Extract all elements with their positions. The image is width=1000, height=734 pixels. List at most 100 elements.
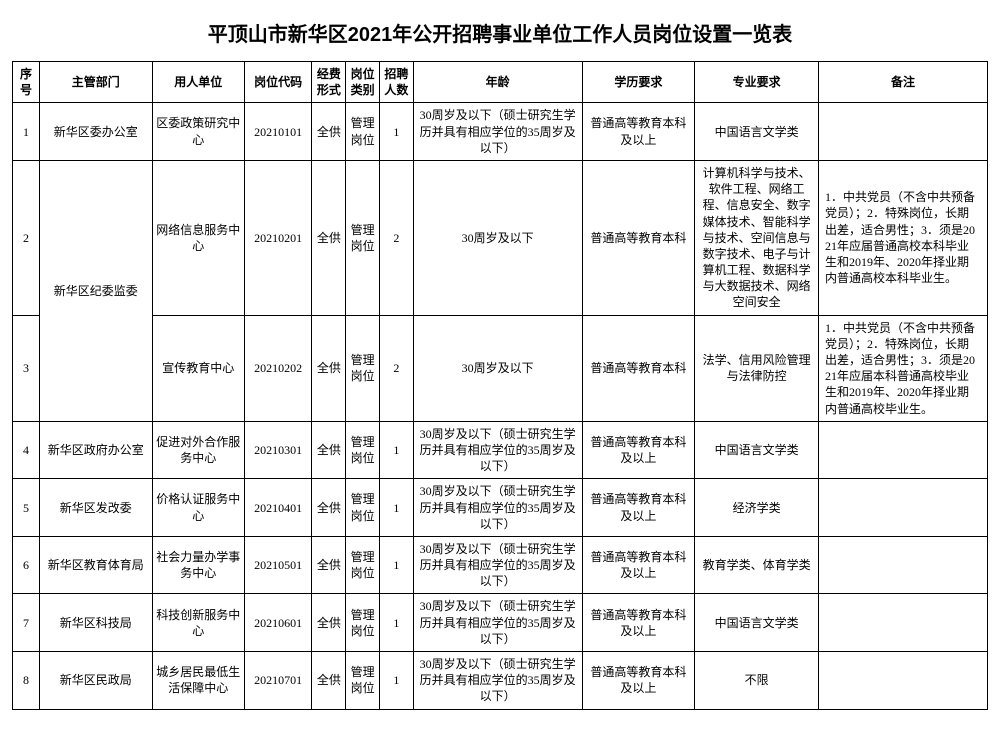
cell-age: 30周岁及以下（硕士研究生学历并具有相应学位的35周岁及以下） [413,594,582,652]
cell-edu: 普通高等教育本科及以上 [582,536,695,594]
table-row: 7新华区科技局科技创新服务中心20210601全供管理岗位130周岁及以下（硕士… [13,594,988,652]
table-row: 4新华区政府办公室促进对外合作服务中心20210301全供管理岗位130周岁及以… [13,421,988,479]
cell-major: 中国语言文学类 [695,421,819,479]
cell-age: 30周岁及以下（硕士研究生学历并具有相应学位的35周岁及以下） [413,103,582,161]
cell-fund: 全供 [312,315,346,421]
cell-major: 法学、信用风险管理与法律防控 [695,315,819,421]
cell-age: 30周岁及以下（硕士研究生学历并具有相应学位的35周岁及以下） [413,652,582,710]
cell-edu: 普通高等教育本科及以上 [582,421,695,479]
cell-note [819,421,988,479]
table-row: 5新华区发改委价格认证服务中心20210401全供管理岗位130周岁及以下（硕士… [13,479,988,537]
cell-employer: 城乡居民最低生活保障中心 [152,652,244,710]
cell-code: 20210101 [244,103,312,161]
cell-dept: 新华区政府办公室 [40,421,153,479]
table-row: 1新华区委办公室区委政策研究中心20210101全供管理岗位130周岁及以下（硕… [13,103,988,161]
col-fund: 经费形式 [312,62,346,103]
col-num: 招聘人数 [379,62,413,103]
page-title: 平顶山市新华区2021年公开招聘事业单位工作人员岗位设置一览表 [12,18,988,47]
col-edu: 学历要求 [582,62,695,103]
cell-note [819,594,988,652]
cell-employer: 区委政策研究中心 [152,103,244,161]
cell-note [819,536,988,594]
cell-employer: 价格认证服务中心 [152,479,244,537]
cell-major: 教育学类、体育学类 [695,536,819,594]
cell-num: 1 [379,421,413,479]
cell-major: 中国语言文学类 [695,594,819,652]
cell-major: 中国语言文学类 [695,103,819,161]
cell-category: 管理岗位 [346,479,380,537]
cell-fund: 全供 [312,160,346,315]
cell-major: 经济学类 [695,479,819,537]
cell-note [819,479,988,537]
cell-note: 1．中共党员（不含中共预备党员）；2．特殊岗位，长期出差，适合男性；3．须是20… [819,315,988,421]
col-emp: 用人单位 [152,62,244,103]
cell-seq: 4 [13,421,40,479]
cell-category: 管理岗位 [346,536,380,594]
table-row: 2新华区纪委监委网络信息服务中心20210201全供管理岗位230周岁及以下普通… [13,160,988,315]
col-seq: 序号 [13,62,40,103]
cell-num: 1 [379,536,413,594]
cell-major: 不限 [695,652,819,710]
cell-employer: 宣传教育中心 [152,315,244,421]
cell-employer: 社会力量办学事务中心 [152,536,244,594]
cell-code: 20210202 [244,315,312,421]
cell-fund: 全供 [312,652,346,710]
cell-seq: 8 [13,652,40,710]
table-header-row: 序号 主管部门 用人单位 岗位代码 经费形式 岗位类别 招聘人数 年龄 学历要求… [13,62,988,103]
table-row: 6新华区教育体育局社会力量办学事务中心20210501全供管理岗位130周岁及以… [13,536,988,594]
cell-code: 20210501 [244,536,312,594]
cell-seq: 3 [13,315,40,421]
cell-fund: 全供 [312,103,346,161]
col-cat: 岗位类别 [346,62,380,103]
col-dept: 主管部门 [40,62,153,103]
col-note: 备注 [819,62,988,103]
cell-code: 20210201 [244,160,312,315]
cell-dept: 新华区发改委 [40,479,153,537]
cell-category: 管理岗位 [346,594,380,652]
cell-num: 2 [379,160,413,315]
cell-code: 20210701 [244,652,312,710]
cell-dept: 新华区委办公室 [40,103,153,161]
table-row: 3 宣传教育中心20210202全供管理岗位230周岁及以下普通高等教育本科法学、… [13,315,988,421]
cell-age: 30周岁及以下（硕士研究生学历并具有相应学位的35周岁及以下） [413,479,582,537]
cell-seq: 5 [13,479,40,537]
cell-age: 30周岁及以下 [413,315,582,421]
cell-fund: 全供 [312,421,346,479]
cell-employer: 网络信息服务中心 [152,160,244,315]
positions-table: 序号 主管部门 用人单位 岗位代码 经费形式 岗位类别 招聘人数 年龄 学历要求… [12,61,988,710]
cell-age: 30周岁及以下 [413,160,582,315]
cell-num: 1 [379,594,413,652]
cell-note [819,652,988,710]
col-code: 岗位代码 [244,62,312,103]
cell-edu: 普通高等教育本科及以上 [582,594,695,652]
cell-edu: 普通高等教育本科及以上 [582,652,695,710]
cell-category: 管理岗位 [346,652,380,710]
cell-edu: 普通高等教育本科及以上 [582,479,695,537]
cell-dept: 新华区民政局 [40,652,153,710]
cell-num: 1 [379,103,413,161]
cell-code: 20210301 [244,421,312,479]
cell-category: 管理岗位 [346,103,380,161]
cell-category: 管理岗位 [346,160,380,315]
cell-major: 计算机科学与技术、软件工程、网络工程、信息安全、数字媒体技术、智能科学与技术、空… [695,160,819,315]
cell-category: 管理岗位 [346,315,380,421]
cell-age: 30周岁及以下（硕士研究生学历并具有相应学位的35周岁及以下） [413,536,582,594]
cell-seq: 7 [13,594,40,652]
cell-employer: 促进对外合作服务中心 [152,421,244,479]
cell-note: 1．中共党员（不含中共预备党员）；2．特殊岗位，长期出差，适合男性；3．须是20… [819,160,988,315]
cell-seq: 6 [13,536,40,594]
cell-seq: 2 [13,160,40,315]
cell-note [819,103,988,161]
cell-dept: 新华区教育体育局 [40,536,153,594]
cell-num: 2 [379,315,413,421]
cell-code: 20210401 [244,479,312,537]
cell-age: 30周岁及以下（硕士研究生学历并具有相应学位的35周岁及以下） [413,421,582,479]
cell-edu: 普通高等教育本科 [582,315,695,421]
cell-edu: 普通高等教育本科及以上 [582,103,695,161]
cell-category: 管理岗位 [346,421,380,479]
cell-fund: 全供 [312,479,346,537]
cell-employer: 科技创新服务中心 [152,594,244,652]
cell-num: 1 [379,479,413,537]
cell-fund: 全供 [312,594,346,652]
col-age: 年龄 [413,62,582,103]
